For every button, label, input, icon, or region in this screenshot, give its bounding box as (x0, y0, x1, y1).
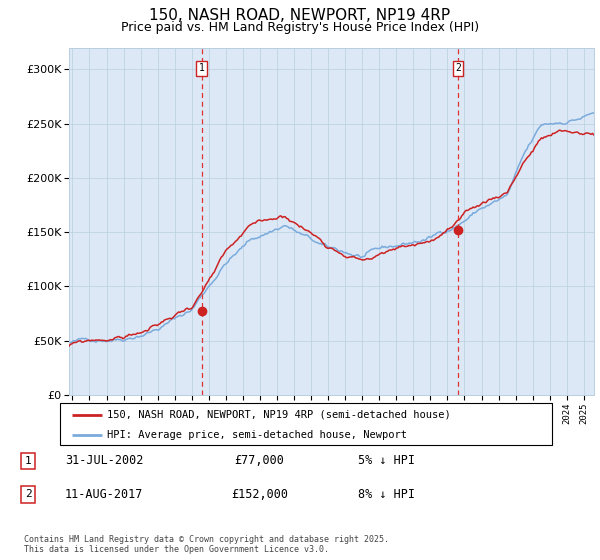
Text: 2: 2 (25, 489, 32, 500)
FancyBboxPatch shape (60, 403, 552, 445)
Text: £152,000: £152,000 (231, 488, 288, 501)
Text: 11-AUG-2017: 11-AUG-2017 (65, 488, 143, 501)
Text: Price paid vs. HM Land Registry's House Price Index (HPI): Price paid vs. HM Land Registry's House … (121, 21, 479, 34)
Text: 150, NASH ROAD, NEWPORT, NP19 4RP: 150, NASH ROAD, NEWPORT, NP19 4RP (149, 8, 451, 24)
Text: HPI: Average price, semi-detached house, Newport: HPI: Average price, semi-detached house,… (107, 430, 407, 440)
Text: 1: 1 (199, 63, 205, 73)
Text: 150, NASH ROAD, NEWPORT, NP19 4RP (semi-detached house): 150, NASH ROAD, NEWPORT, NP19 4RP (semi-… (107, 409, 451, 419)
Text: 1: 1 (25, 456, 32, 466)
Text: 2: 2 (455, 63, 461, 73)
Text: Contains HM Land Registry data © Crown copyright and database right 2025.
This d: Contains HM Land Registry data © Crown c… (24, 535, 389, 554)
Text: 5% ↓ HPI: 5% ↓ HPI (358, 454, 415, 468)
Text: 8% ↓ HPI: 8% ↓ HPI (358, 488, 415, 501)
Text: 31-JUL-2002: 31-JUL-2002 (65, 454, 143, 468)
Text: £77,000: £77,000 (235, 454, 284, 468)
